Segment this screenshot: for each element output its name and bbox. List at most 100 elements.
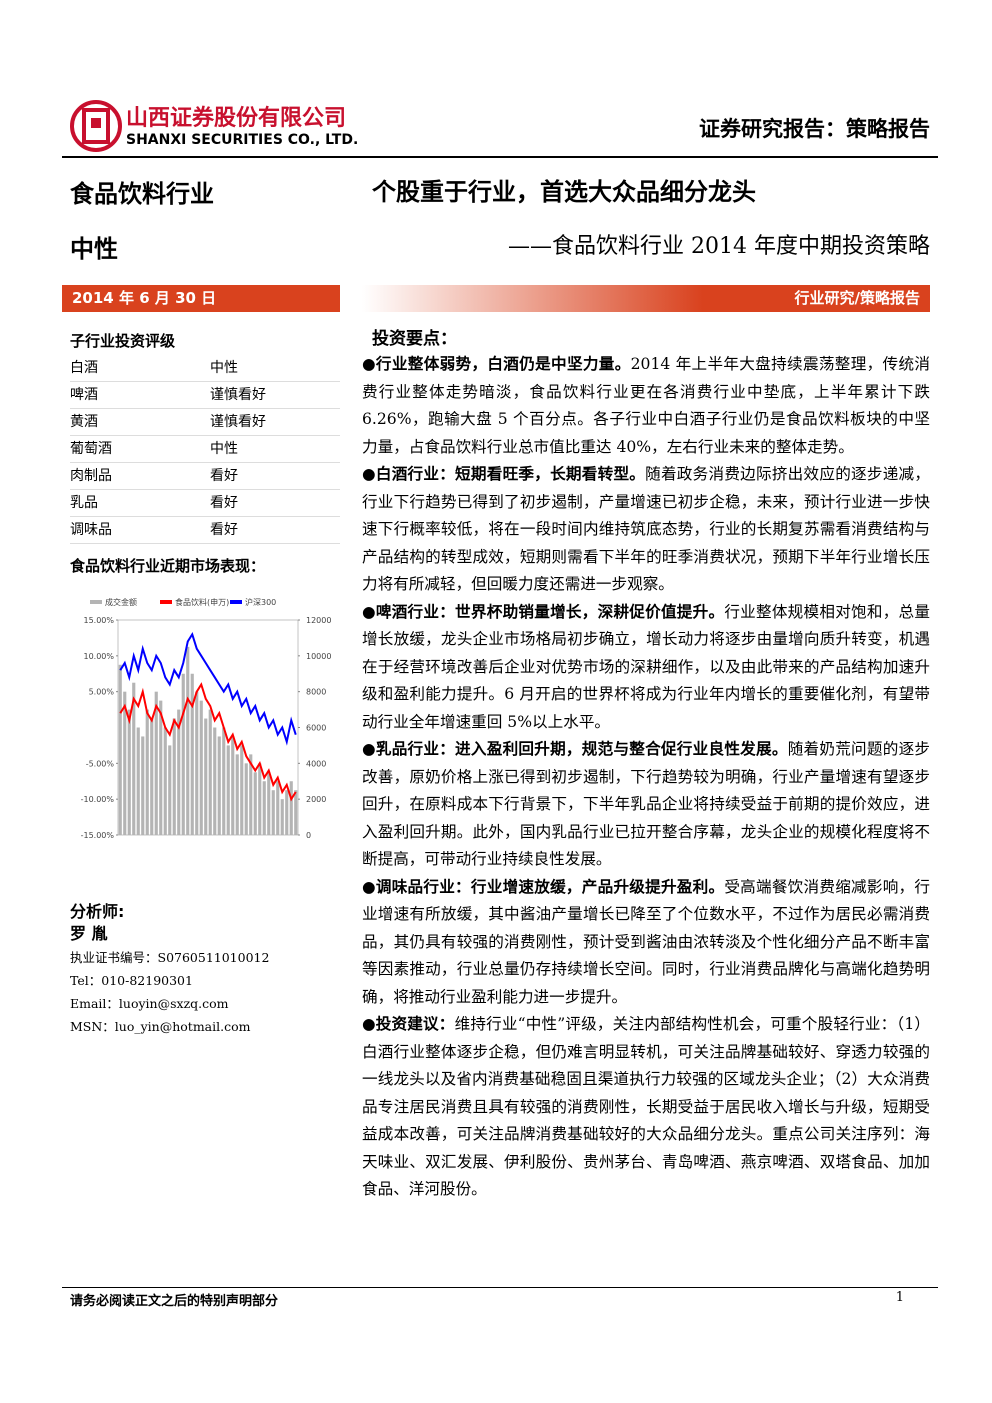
rating: 中性 xyxy=(70,235,118,263)
date-bar: 2014 年 6 月 30 日 xyxy=(62,285,340,312)
y-tick-label: -15.00% xyxy=(81,831,115,840)
analyst-name: 罗 胤 xyxy=(70,924,108,943)
bar xyxy=(213,727,217,835)
bar xyxy=(172,718,176,835)
y-tick-label: -10.00% xyxy=(81,795,115,804)
plot-area xyxy=(117,619,299,836)
bar xyxy=(267,772,271,835)
y2-tick-label: 4000 xyxy=(306,759,326,768)
bar xyxy=(235,754,239,835)
tag: 行业研究/策略报告 xyxy=(794,289,920,307)
chart: 15.00% 10.00% 5.00% -5.00% -10.00% -15.00% 120… xyxy=(81,597,332,840)
bar xyxy=(262,781,266,835)
y-tick-label: 10.00% xyxy=(83,652,114,661)
y2-tick-label: 2000 xyxy=(306,795,326,804)
y2-tick-label: 12000 xyxy=(306,616,331,625)
sub-rating: 看好 xyxy=(210,522,238,538)
y2-tick-label: 8000 xyxy=(306,688,326,697)
date: 2014 年 6 月 30 日 xyxy=(72,289,217,307)
bar xyxy=(226,745,230,835)
bar xyxy=(280,799,284,835)
sub-industry: 乳品 xyxy=(70,495,98,511)
bar xyxy=(118,664,122,835)
legend-label: 食品饮料(申万) xyxy=(175,597,229,607)
rating-row: 啤酒 谨慎看好 xyxy=(70,382,340,409)
analyst-info: 执业证书编号：S0760511010012 Tel：010-82190301 Ema… xyxy=(70,946,269,1038)
industry: 食品饮料行业 xyxy=(70,180,214,208)
bar xyxy=(204,718,208,835)
sub-industry: 白酒 xyxy=(70,360,98,376)
y-tick-label: -5.00% xyxy=(86,759,115,768)
bar xyxy=(253,772,257,835)
bar xyxy=(132,682,136,835)
bar xyxy=(136,727,140,835)
title: 个股重于行业，首选大众品细分龙头 xyxy=(372,178,756,206)
point: ●投资建议：维持行业“中性”评级，关注内部结构性机会，可重个股轻行业：（1）白酒… xyxy=(362,1011,930,1204)
y-tick-label: 15.00% xyxy=(83,616,114,625)
points: ●行业整体弱势，白酒仍是中坚力量。2014 年上半年大盘持续震荡整理，传统消费行… xyxy=(362,351,930,1204)
bar xyxy=(145,709,149,835)
analyst-line: Tel：010-82190301 xyxy=(70,973,193,988)
subtitle: ——食品饮料行业 2014 年度中期投资策略 xyxy=(508,234,930,259)
bar xyxy=(195,691,199,835)
rule xyxy=(62,156,938,158)
point-head: ●啤酒行业：世界杯助销量增长，深耕促价值提升。 xyxy=(362,602,725,621)
bar xyxy=(177,709,181,835)
sub-rating: 中性 xyxy=(210,360,238,376)
point: ●行业整体弱势，白酒仍是中坚力量。2014 年上半年大盘持续震荡整理，传统消费行… xyxy=(362,351,930,461)
footer-notice: 请务必阅读正文之后的特别声明部分 xyxy=(70,1294,279,1309)
bar xyxy=(258,763,262,835)
point-body: 行业整体规模相对饱和，总量增长放缓，龙头企业市场格局初步确立，增长动力将逐步由量… xyxy=(362,602,930,731)
bar xyxy=(294,790,298,835)
point-head: ●白酒行业：短期看旺季，长期看转型。 xyxy=(362,465,646,483)
legend-swatch xyxy=(230,600,242,604)
bar xyxy=(222,727,226,835)
bar xyxy=(163,727,167,835)
y-tick-label: 5.00% xyxy=(89,688,115,697)
bar xyxy=(289,781,293,835)
bar xyxy=(190,673,194,835)
rule xyxy=(62,1287,938,1288)
bar xyxy=(244,763,248,835)
bar xyxy=(271,790,275,835)
legend-swatch xyxy=(90,600,102,604)
bar xyxy=(150,718,154,835)
rating-row: 白酒 中性 xyxy=(70,355,340,382)
point-body: 受高端餐饮消费缩减影响，行业增速有所放缓，其中酱油产量增长已降至了个位数水平，不… xyxy=(362,877,930,1006)
rating-row: 黄酒 谨慎看好 xyxy=(70,409,340,436)
analyst-line: 执业证书编号：S0760511010012 xyxy=(70,950,270,965)
point-body: 2014 年上半年大盘持续震荡整理，传统消费行业整体走势暗淡，食品饮料行业更在各… xyxy=(362,355,930,456)
sub-industry: 葡萄酒 xyxy=(70,441,112,457)
legend-label: 沪深300 xyxy=(245,597,276,607)
bar xyxy=(141,736,145,835)
legend-label: 成交金额 xyxy=(105,597,137,607)
rating-row: 肉制品 看好 xyxy=(70,463,340,490)
bar xyxy=(186,646,190,835)
analyst-line: MSN：luo_yin@hotmail.com xyxy=(70,1019,251,1034)
sub-industry: 黄酒 xyxy=(70,414,98,430)
point: ●啤酒行业：世界杯助销量增长，深耕促价值提升。行业整体规模相对饱和，总量增长放缓… xyxy=(362,599,930,737)
y2-tick-label: 0 xyxy=(306,831,311,840)
bar xyxy=(181,673,185,835)
bar xyxy=(199,700,203,835)
point-head: ●乳品行业：进入盈利回升期，规范与整合促行业良性发展。 xyxy=(362,740,788,758)
bar xyxy=(249,754,253,835)
analyst-line: Email：luoyin@sxzq.com xyxy=(70,996,229,1011)
analyst-title: 分析师: xyxy=(70,902,125,921)
tag-bar: 行业研究/策略报告 xyxy=(362,285,930,312)
sub-industry: 啤酒 xyxy=(70,387,98,403)
sub-rating: 谨慎看好 xyxy=(210,387,266,403)
point-head: ●调味品行业：行业增速放缓，产品升级提升盈利。 xyxy=(362,877,725,896)
sub-industry: 调味品 xyxy=(70,522,112,538)
bar xyxy=(217,736,221,835)
point-head: ●投资建议： xyxy=(362,1015,455,1033)
sub-rating: 看好 xyxy=(210,495,238,511)
ratings-table: 白酒 中性 啤酒 谨慎看好 黄酒 谨慎看好 葡萄酒 中性 肉制品 看好 乳品 看好 调味品 看好 xyxy=(70,355,340,544)
ratings-title: 子行业投资评级 xyxy=(70,332,176,350)
point-body: 随着政务消费边际挤出效应的逐步递减，行业下行趋势已得到了初步遏制，产量增速已初步… xyxy=(362,465,930,593)
logo xyxy=(70,100,122,152)
y2-tick-label: 6000 xyxy=(306,724,326,733)
y2-tick-label: 10000 xyxy=(306,652,331,661)
bar xyxy=(231,736,235,835)
legend-swatch xyxy=(160,600,172,604)
